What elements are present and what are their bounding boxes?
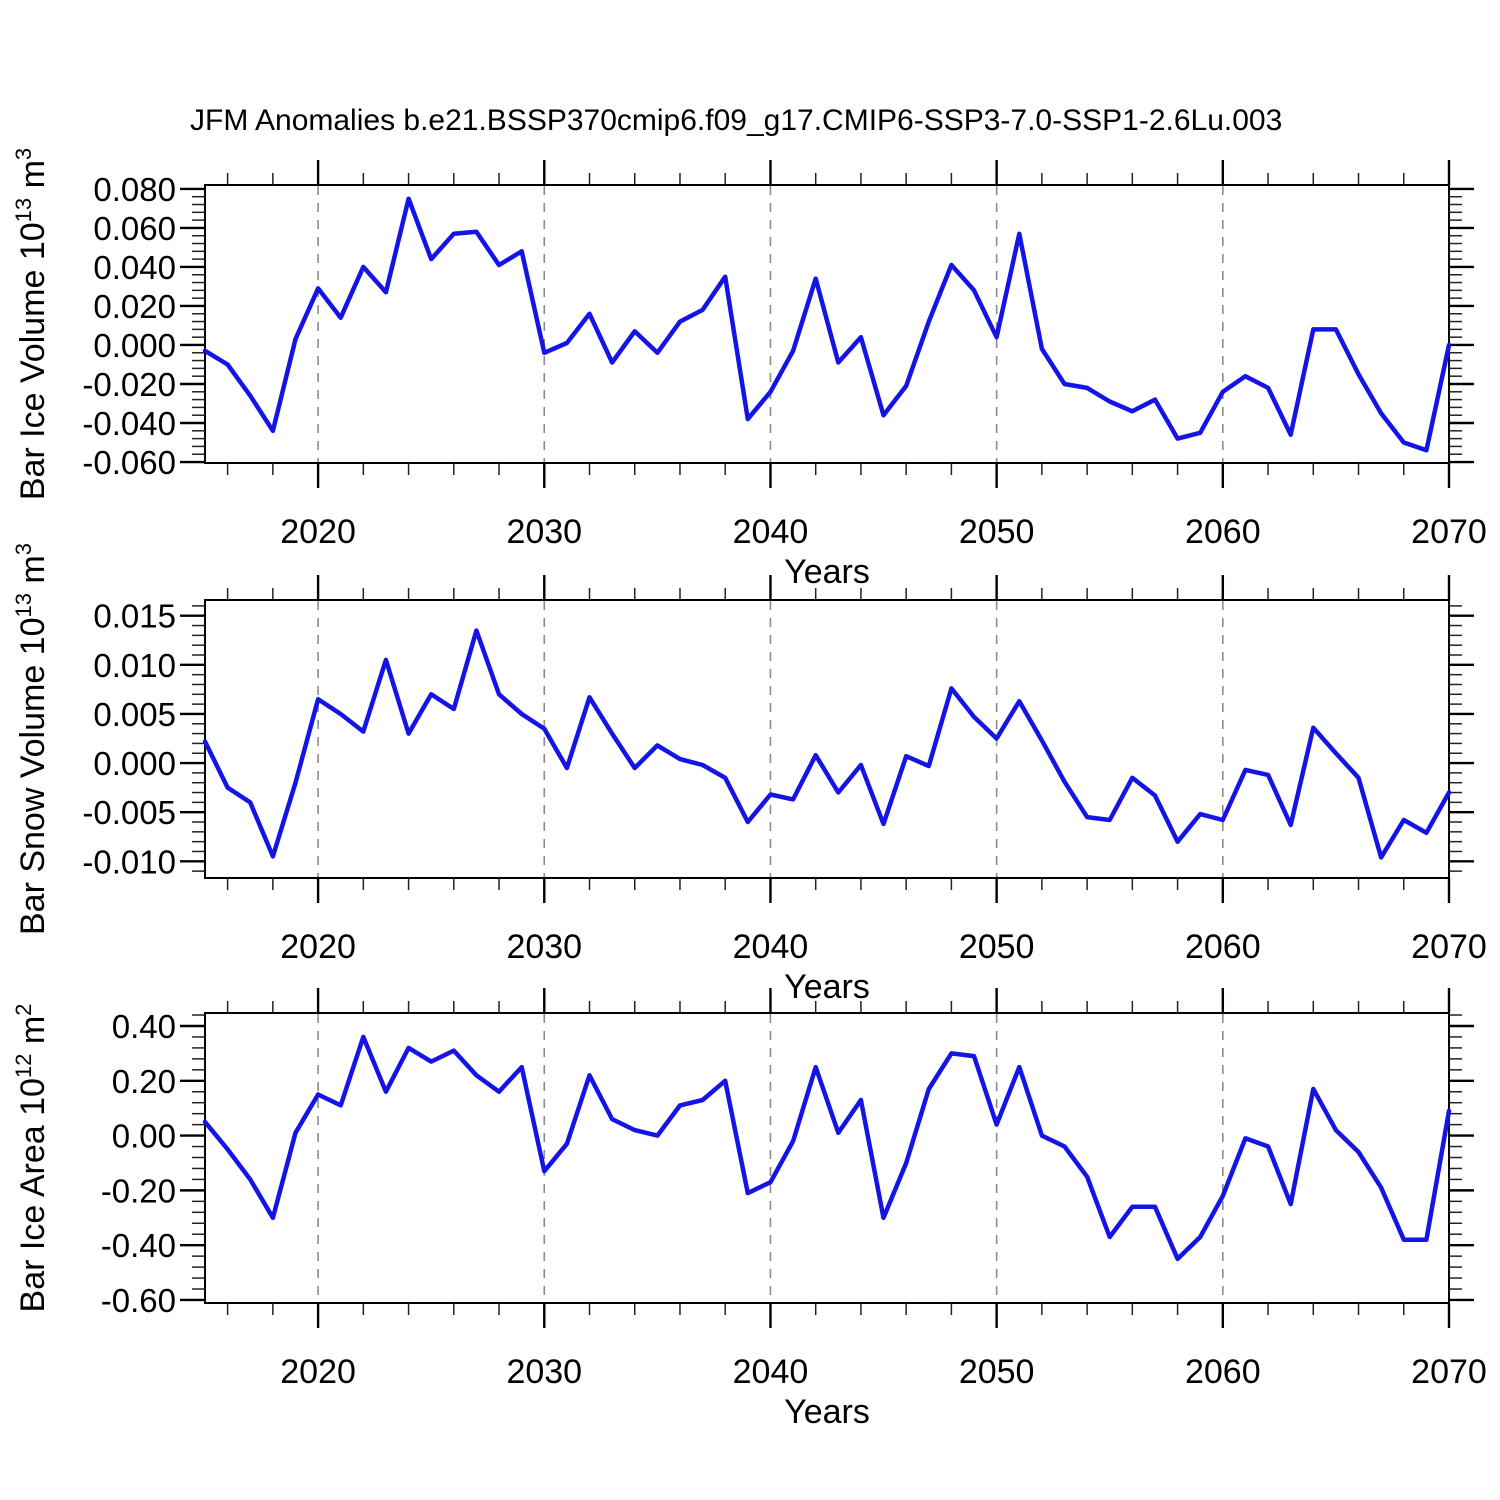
y-tick-label: -0.060 [82,444,176,481]
x-tick-label: 2020 [280,928,356,966]
x-tick-label: 2070 [1411,513,1487,551]
y-tick-label: 0.20 [112,1063,176,1100]
y-axis-title: Bar Ice Area 1012 m2 [11,1004,52,1313]
y-axis-title: Bar Ice Volume 1013 m3 [11,148,52,500]
x-tick-label: 2050 [959,928,1035,966]
y-tick-label: 0.020 [93,288,176,325]
y-tick-label: 0.005 [93,696,176,733]
y-tick-label: 0.040 [93,249,176,286]
figure-title: JFM Anomalies b.e21.BSSP370cmip6.f09_g17… [190,104,1283,137]
x-tick-label: 2030 [506,1353,582,1391]
panel-bar-ice-area: 0.40 0.20 0.00 -0.20 -0.40 -0.60 2020 2030 2040 2… [11,988,1487,1431]
x-axis-title: Years [784,553,870,591]
plot-frame [204,184,1450,464]
y-tick-label: -0.020 [82,366,176,403]
x-tick-label: 2030 [506,928,582,966]
x-tick-label: 2040 [733,513,809,551]
y-tick-label: 0.40 [112,1008,176,1045]
data-line-bar-ice-area [202,1034,1452,1262]
plot-frame [204,1012,1450,1304]
y-tick-label: -0.040 [82,405,176,442]
panel-bar-snow-volume: 0.015 0.010 0.005 0.000 -0.005 -0.010 2020 2030… [11,543,1487,1006]
plot-frame [204,599,1450,879]
y-tick-label: 0.00 [112,1118,176,1155]
x-axis-title: Years [784,1393,870,1431]
x-tick-label: 2060 [1185,1353,1261,1391]
data-line-bar-ice-volume [202,196,1452,453]
x-tick-label: 2050 [959,1353,1035,1391]
x-tick-label: 2030 [506,513,582,551]
data-line-bar-snow-volume [202,628,1452,860]
y-tick-label: 0.015 [93,598,176,635]
x-tick-label: 2020 [280,513,356,551]
x-tick-label: 2060 [1185,928,1261,966]
y-tick-label: 0.060 [93,210,176,247]
y-tick-label: 0.000 [93,745,176,782]
y-axis-title: Bar Snow Volume 1013 m3 [11,543,52,935]
x-tick-label: 2040 [733,1353,809,1391]
x-tick-label: 2070 [1411,928,1487,966]
y-tick-label: 0.000 [93,327,176,364]
x-tick-label: 2070 [1411,1353,1487,1391]
y-tick-label: -0.40 [101,1227,176,1264]
y-tick-label: -0.005 [82,794,176,831]
x-tick-label: 2040 [733,928,809,966]
x-tick-label: 2060 [1185,513,1261,551]
x-axis-title: Years [784,968,870,1006]
y-tick-label: 0.010 [93,647,176,684]
panel-bar-ice-volume: 0.0800.0600.0400.0200.000-0.020-0.040-0.… [11,148,1487,591]
y-tick-label: 0.080 [93,171,176,208]
x-tick-label: 2050 [959,513,1035,551]
x-tick-label: 2020 [280,1353,356,1391]
y-tick-label: -0.010 [82,843,176,880]
y-tick-label: -0.60 [101,1282,176,1319]
y-tick-label: -0.20 [101,1172,176,1209]
